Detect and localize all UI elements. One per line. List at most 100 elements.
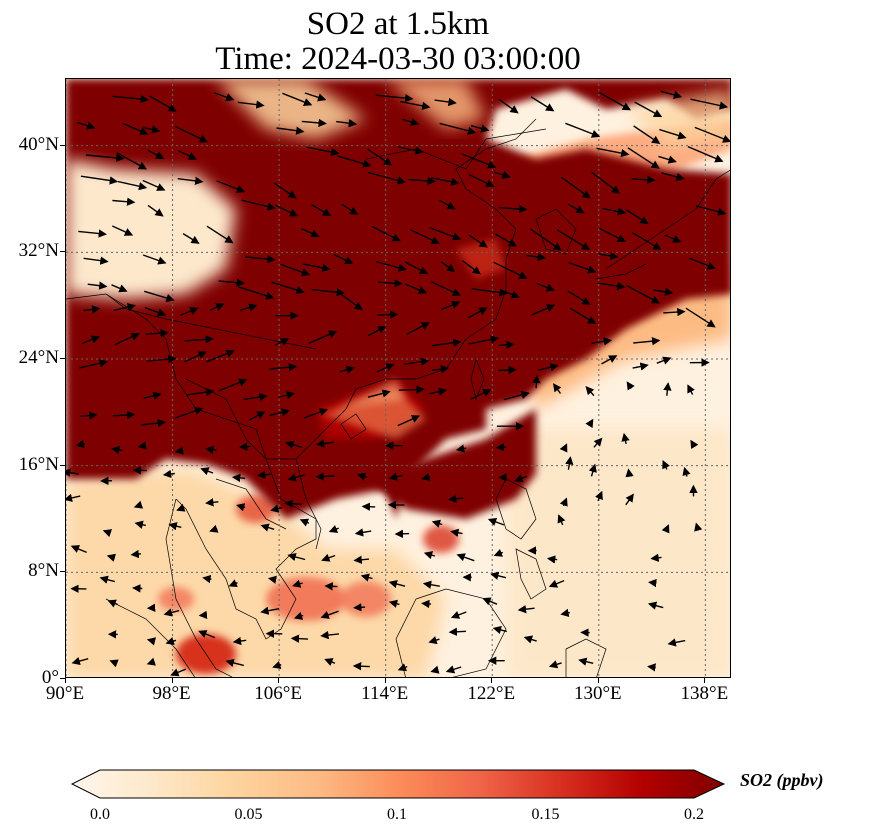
wind-arrow [182, 233, 200, 244]
wind-arrow [661, 524, 670, 534]
wind-arrow [70, 545, 87, 554]
wind-arrow [567, 203, 585, 214]
wind-arrow [661, 172, 685, 181]
wind-arrow [367, 148, 393, 166]
wind-arrow [306, 146, 340, 157]
wind-arrow [198, 630, 216, 639]
wind-arrow [625, 493, 634, 506]
wind-arrow [134, 520, 146, 529]
wind-arrow [112, 197, 136, 206]
wind-arrow [421, 599, 432, 609]
wind-arrow [499, 288, 520, 299]
wind-arrow [336, 119, 358, 128]
wind-arrow [375, 260, 407, 272]
wind-arrow [548, 579, 565, 588]
wind-arrow [311, 203, 332, 216]
wind-arrow [228, 579, 238, 588]
wind-arrow [687, 384, 695, 395]
wind-arrow [560, 608, 570, 617]
wind-arrow [602, 207, 627, 216]
wind-arrow [375, 93, 414, 103]
wind-arrow [591, 337, 613, 346]
wind-arrow [278, 391, 295, 400]
wind-arrow [470, 389, 492, 400]
colorbar-tick-label: 0.05 [234, 806, 263, 823]
x-tickmark [491, 678, 493, 683]
wind-arrow [687, 145, 724, 163]
wind-arrow [408, 176, 436, 186]
wind-arrow [324, 582, 338, 591]
wind-arrow [269, 408, 291, 417]
wind-arrow [302, 263, 331, 272]
wind-arrow [498, 98, 519, 114]
wind-arrow [238, 442, 251, 451]
x-tickmark [597, 678, 599, 683]
wind-arrow [148, 95, 177, 112]
wind-arrow [532, 374, 541, 389]
wind-arrow [404, 261, 429, 275]
wind-arrow [205, 498, 219, 507]
wind-arrow [299, 518, 310, 527]
wind-arrow [170, 668, 187, 677]
wind-arrow [165, 637, 177, 646]
colorbar-title: SO2 (ppbv) [740, 770, 824, 790]
wind-arrow [590, 171, 621, 194]
wind-arrow [406, 322, 430, 335]
wind-arrow [371, 225, 401, 242]
wind-arrow [653, 287, 674, 296]
wind-arrow [536, 282, 556, 292]
wind-arrow [625, 468, 634, 478]
wind-arrow [176, 503, 186, 512]
wind-arrow [206, 349, 235, 363]
wind-arrow [243, 392, 268, 402]
wind-arrow [388, 579, 406, 589]
wind-arrow [660, 90, 683, 99]
wind-arrow [260, 523, 275, 532]
wind-arrow [599, 227, 627, 243]
map-panel [65, 78, 731, 678]
wind-arrow [531, 304, 556, 316]
wind-arrow [284, 499, 303, 508]
wind-arrow [422, 580, 440, 589]
wind-arrow [180, 307, 199, 316]
y-tick-label: 16°N [18, 453, 59, 475]
wind-arrow [336, 290, 363, 311]
wind-arrow [456, 553, 475, 562]
wind-arrow [560, 176, 591, 199]
wind-arrow [448, 627, 466, 636]
wind-arrow [495, 233, 518, 247]
wind-arrow [122, 122, 149, 135]
wind-arrow [487, 517, 505, 526]
wind-arrow [99, 575, 115, 584]
wind-arrow [493, 261, 528, 279]
wind-arrow [492, 625, 507, 635]
wind-arrow [107, 599, 118, 608]
wind-arrow [293, 611, 304, 620]
wind-arrow [102, 529, 113, 538]
wind-arrow [468, 173, 495, 187]
wind-arrow [142, 179, 166, 191]
wind-arrow [601, 355, 618, 365]
wind-arrow [144, 306, 167, 317]
wind-arrow [376, 363, 395, 373]
wind-arrow [146, 637, 157, 646]
wind-arrow [663, 382, 672, 396]
x-tickmark [65, 678, 66, 683]
wind-arrow [588, 463, 597, 477]
wind-arrow [664, 234, 682, 243]
y-tickmark [60, 571, 65, 573]
map-subtitle-time: Time: 2024-03-30 03:00:00 [215, 41, 581, 77]
wind-arrow [470, 124, 490, 133]
so2-concentration-field [66, 79, 730, 677]
wind-arrow [287, 473, 305, 482]
wind-arrow [354, 528, 372, 537]
wind-arrow [428, 636, 440, 645]
wind-arrow [202, 574, 212, 584]
wind-arrow [276, 126, 305, 135]
wind-arrow [308, 330, 338, 344]
wind-arrow [626, 381, 635, 391]
wind-arrow [304, 92, 327, 102]
wind-arrow [662, 460, 670, 470]
wind-arrow [493, 548, 504, 557]
wind-arrow [271, 281, 305, 295]
